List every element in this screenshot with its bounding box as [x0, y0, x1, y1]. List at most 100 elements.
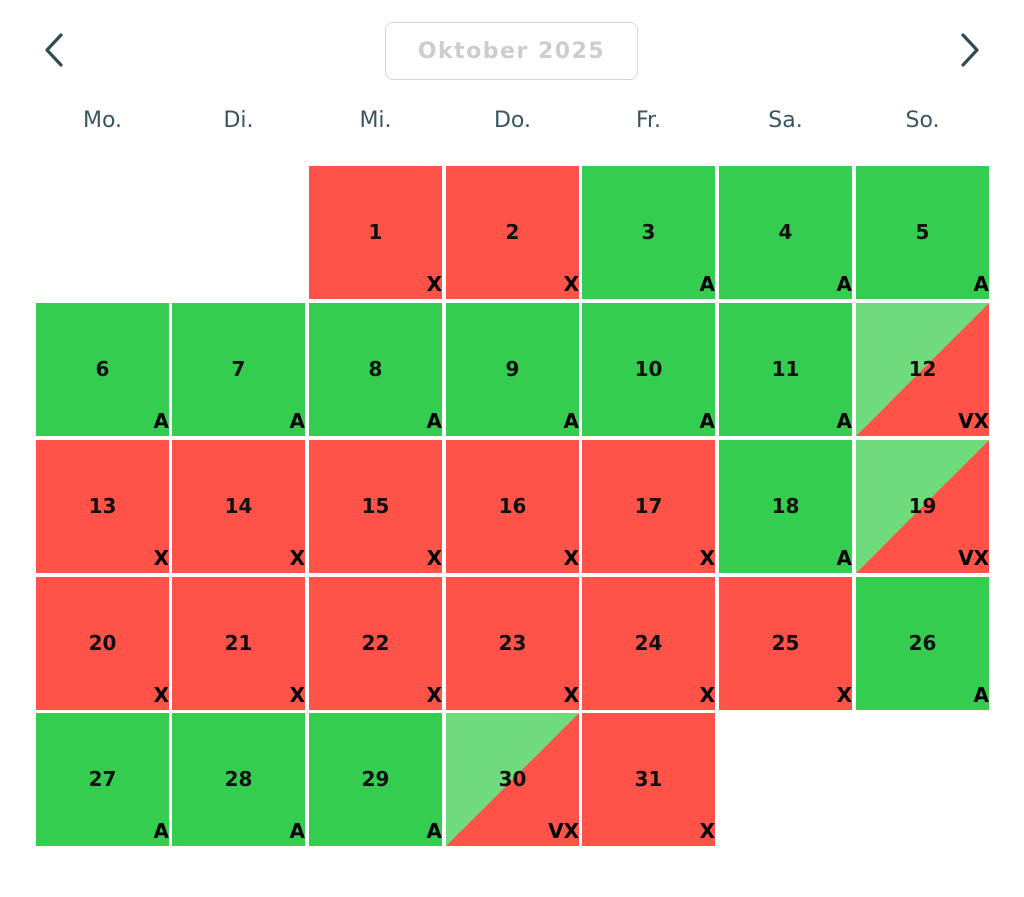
day-status-code: X	[426, 546, 442, 570]
day-status-code: A	[289, 409, 305, 433]
day-status-code: A	[699, 409, 715, 433]
weekday-sat: Sa.	[768, 108, 803, 133]
day-status-code: X	[289, 546, 305, 570]
day-status-code: X	[153, 683, 169, 707]
day-number: 23	[498, 631, 527, 655]
day-cell-25[interactable]: 25 X	[719, 577, 852, 710]
day-cell-26[interactable]: 26 A	[856, 577, 989, 710]
day-status-code: VX	[958, 546, 989, 570]
day-number: 5	[915, 220, 930, 244]
day-status-code: X	[699, 683, 715, 707]
day-number: 30	[498, 767, 527, 791]
day-number: 4	[778, 220, 793, 244]
weekday-mon: Mo.	[82, 108, 123, 133]
day-status-code: X	[426, 683, 442, 707]
day-number: 31	[634, 767, 663, 791]
day-cell-27[interactable]: 27 A	[36, 713, 169, 846]
day-number: 9	[505, 357, 520, 381]
weekday-thu: Do.	[493, 108, 531, 133]
day-number: 14	[224, 494, 253, 518]
day-number: 6	[95, 357, 110, 381]
day-cell-20[interactable]: 20 X	[36, 577, 169, 710]
day-number: 11	[771, 357, 800, 381]
weekday-tue: Di.	[223, 108, 254, 133]
day-number: 18	[771, 494, 800, 518]
weekday-fri: Fr.	[635, 108, 662, 133]
day-number: 2	[505, 220, 520, 244]
day-number: 8	[368, 357, 383, 381]
day-number: 16	[498, 494, 527, 518]
day-cell-28[interactable]: 28 A	[172, 713, 305, 846]
day-status-code: X	[699, 546, 715, 570]
day-cell-12[interactable]: 12 VX	[856, 303, 989, 436]
day-cell-22[interactable]: 22 X	[309, 577, 442, 710]
day-status-code: VX	[548, 819, 579, 843]
day-cell-13[interactable]: 13 X	[36, 440, 169, 573]
day-cell-11[interactable]: 11 A	[719, 303, 852, 436]
day-status-code: X	[563, 546, 579, 570]
day-status-code: X	[699, 819, 715, 843]
day-status-code: X	[289, 683, 305, 707]
weekday-wed: Mi.	[359, 108, 392, 133]
day-cell-16[interactable]: 16 X	[446, 440, 579, 573]
day-status-code: X	[563, 272, 579, 296]
day-number: 25	[771, 631, 800, 655]
day-status-code: A	[426, 409, 442, 433]
prev-month-button[interactable]	[34, 28, 74, 72]
day-number: 28	[224, 767, 253, 791]
day-cell-23[interactable]: 23 X	[446, 577, 579, 710]
day-cell-10[interactable]: 10 A	[582, 303, 715, 436]
day-status-code: A	[973, 683, 989, 707]
day-number: 22	[361, 631, 390, 655]
day-number: 10	[634, 357, 663, 381]
day-cell-21[interactable]: 21 X	[172, 577, 305, 710]
day-status-code: X	[426, 272, 442, 296]
day-cell-17[interactable]: 17 X	[582, 440, 715, 573]
day-status-code: A	[836, 546, 852, 570]
day-status-code: A	[289, 819, 305, 843]
day-number: 26	[908, 631, 937, 655]
month-title[interactable]: Oktober 2025	[385, 22, 638, 80]
day-number: 27	[88, 767, 117, 791]
day-status-code: A	[426, 819, 442, 843]
day-status-code: X	[836, 683, 852, 707]
day-cell-15[interactable]: 15 X	[309, 440, 442, 573]
day-status-code: A	[836, 272, 852, 296]
day-cell-31[interactable]: 31 X	[582, 713, 715, 846]
day-status-code: X	[563, 683, 579, 707]
day-number: 13	[88, 494, 117, 518]
day-status-code: A	[973, 272, 989, 296]
day-status-code: X	[153, 546, 169, 570]
day-status-code: A	[699, 272, 715, 296]
day-status-code: A	[153, 819, 169, 843]
day-number: 3	[641, 220, 656, 244]
day-cell-24[interactable]: 24 X	[582, 577, 715, 710]
day-cell-18[interactable]: 18 A	[719, 440, 852, 573]
day-cell-14[interactable]: 14 X	[172, 440, 305, 573]
day-number: 24	[634, 631, 663, 655]
day-number: 1	[368, 220, 383, 244]
day-cell-30[interactable]: 30 VX	[446, 713, 579, 846]
day-status-code: A	[836, 409, 852, 433]
day-status-code: A	[153, 409, 169, 433]
day-number: 20	[88, 631, 117, 655]
day-status-code: VX	[958, 409, 989, 433]
day-number: 15	[361, 494, 390, 518]
day-cell-19[interactable]: 19 VX	[856, 440, 989, 573]
chevron-right-icon	[961, 33, 979, 67]
day-cell-29[interactable]: 29 A	[309, 713, 442, 846]
day-number: 29	[361, 767, 390, 791]
day-status-code: A	[563, 409, 579, 433]
day-number: 21	[224, 631, 253, 655]
next-month-button[interactable]	[950, 28, 990, 72]
day-number: 19	[908, 494, 937, 518]
